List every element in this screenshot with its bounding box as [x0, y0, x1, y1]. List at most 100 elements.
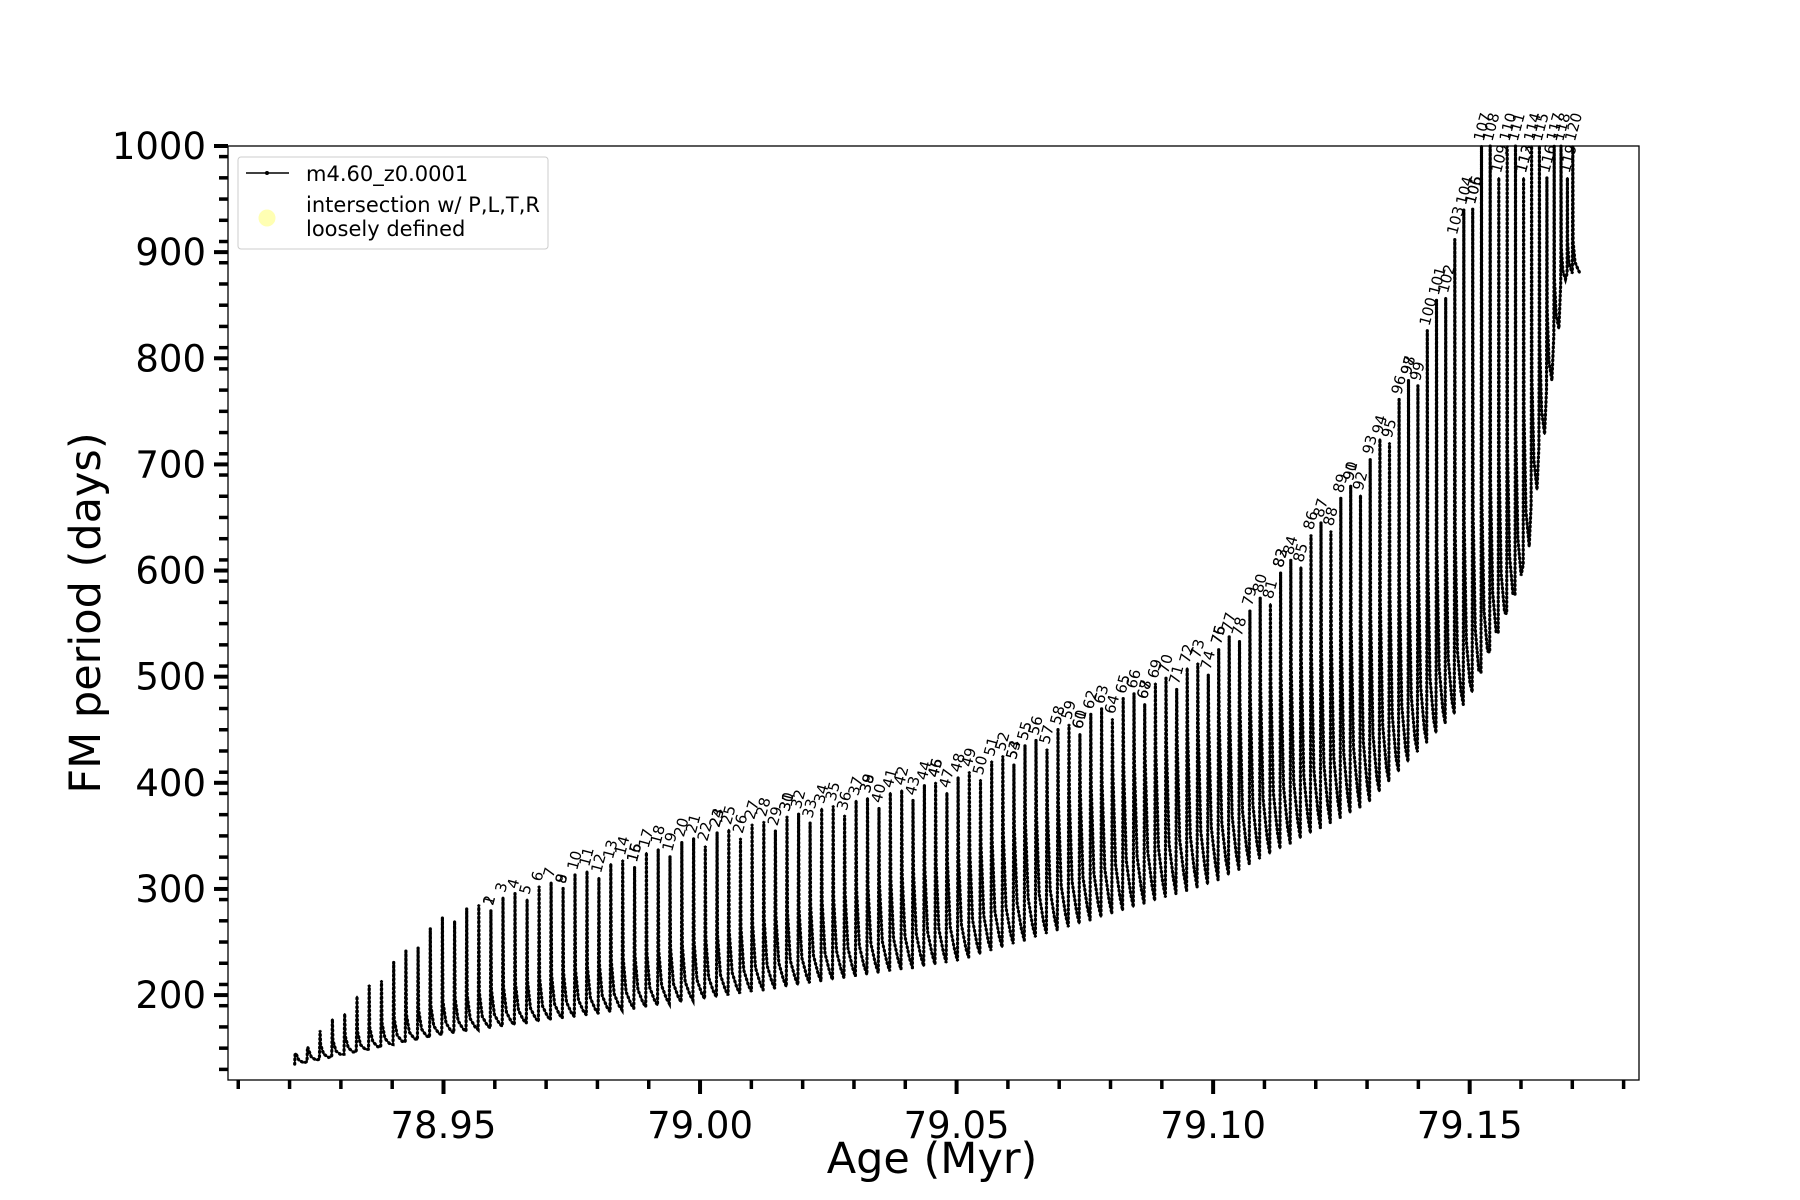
pulse-number-label: 85 — [1289, 541, 1311, 564]
pulse-number-label: 48 — [947, 751, 969, 774]
y-tick-label: 1000 — [112, 125, 206, 168]
pulse-number-label: 95 — [1378, 417, 1400, 440]
pulse-number-label: 63 — [1090, 683, 1112, 706]
pulse-number-label: 99 — [1406, 360, 1428, 383]
pulse-number-label: 57 — [1035, 723, 1057, 746]
pulse-number-label: 98 — [1397, 354, 1419, 377]
pulse-number-label: 84 — [1279, 534, 1301, 557]
legend-entry-intersection: intersection w/ P,L,T,R loosely defined — [306, 193, 540, 241]
pulse-number-label: 83 — [1269, 546, 1291, 569]
pulse-number-label: 52 — [991, 730, 1013, 753]
pulse-number-label: 37 — [845, 774, 867, 797]
pulse-number-label: 58 — [1046, 704, 1068, 727]
legend-entry-series: m4.60_z0.0001 — [306, 162, 468, 187]
pulse-number-label: 20 — [670, 816, 692, 839]
pulse-number-label: 39 — [856, 772, 878, 795]
pulse-number-label: 67 — [1133, 678, 1155, 701]
pulse-number-label: 49 — [958, 746, 980, 769]
pulse-number-label: 10 — [563, 849, 585, 872]
pulse-number-label: 59 — [1057, 698, 1079, 721]
pulse-number-label: 14 — [611, 834, 633, 857]
x-tick-label: 78.95 — [391, 1104, 497, 1147]
pulse-number-label: 81 — [1259, 578, 1281, 601]
pulse-number-label: 82 — [1269, 546, 1291, 569]
pulse-number-label: 16 — [623, 841, 645, 864]
pulse-number-label: 22 — [694, 820, 716, 843]
pulse-number-label: 92 — [1349, 469, 1371, 492]
pulse-number-label: 36 — [833, 789, 855, 812]
series-markers — [293, 145, 1582, 1066]
pulse-number-label: 79 — [1238, 585, 1260, 608]
x-tick-label: 79.10 — [1160, 1104, 1266, 1147]
y-tick-label: 300 — [135, 868, 206, 911]
pulse-number-label: 24 — [706, 806, 728, 829]
pulse-number-label: 97 — [1397, 354, 1419, 377]
y-axis: 200 300 400 500 600 700 800 900 1000 — [112, 125, 228, 1072]
plot-frame — [227, 145, 1640, 1081]
pulse-number-label: 44 — [913, 759, 935, 782]
pulse-number-label: 34 — [810, 782, 832, 805]
pulse-number-label: 19 — [658, 830, 680, 853]
pulse-number-label: 13 — [599, 838, 621, 861]
legend-marker-intersection — [258, 209, 276, 227]
pulse-number-label: 51 — [980, 735, 1002, 758]
pulse-number-label: 62 — [1079, 688, 1101, 711]
pulse-number-label: 15 — [623, 841, 645, 864]
pulse-number-label: 60 — [1068, 708, 1090, 731]
pulse-label-layer: 1234567891011121314151617181920212223242… — [479, 111, 1586, 908]
pulse-number-label: 9 — [552, 872, 572, 886]
legend-line-swatch-dot — [265, 171, 269, 175]
pulse-number-label: 25 — [717, 803, 739, 826]
pulse-number-label: 2 — [479, 893, 499, 907]
x-axis: 78.95 79.00 79.05 79.10 79.15 — [236, 1080, 1626, 1147]
legend: m4.60_z0.0001 intersection w/ P,L,T,R loo… — [237, 156, 549, 250]
pulse-number-label: 45 — [924, 756, 946, 779]
pulse-number-label: 26 — [729, 812, 751, 835]
pulse-number-label: 90 — [1339, 459, 1361, 482]
pulse-number-label: 1 — [479, 893, 499, 907]
pulse-number-label: 53 — [1002, 738, 1024, 761]
pulse-number-label: 23 — [706, 806, 728, 829]
pulse-number-label: 4 — [503, 877, 523, 891]
pulse-number-label: 46 — [924, 756, 946, 779]
pulse-number-label: 89 — [1329, 472, 1351, 495]
pulse-number-label: 43 — [901, 774, 923, 797]
pulse-number-label: 71 — [1165, 663, 1187, 686]
pulse-number-label: 68 — [1133, 678, 1155, 701]
pulse-number-label: 77 — [1218, 610, 1240, 633]
pulse-number-label: 66 — [1122, 667, 1144, 690]
y-tick-label: 700 — [135, 443, 206, 486]
pulse-number-label: 86 — [1299, 509, 1321, 532]
pulse-number-label: 40 — [867, 782, 889, 805]
pulse-number-label: 76 — [1207, 623, 1229, 646]
pulse-number-label: 3 — [491, 880, 511, 894]
pulse-number-label: 38 — [856, 772, 878, 795]
pulse-number-label: 78 — [1228, 615, 1250, 638]
y-tick-label: 800 — [135, 337, 206, 380]
pulse-number-label: 94 — [1368, 413, 1390, 436]
pulse-number-label: 47 — [935, 767, 957, 790]
x-tick-label: 79.15 — [1417, 1104, 1523, 1147]
y-tick-label: 400 — [135, 762, 206, 805]
pulse-number-label: 27 — [741, 798, 763, 821]
pulse-number-label: 28 — [752, 795, 774, 818]
pulse-number-label: 56 — [1024, 714, 1046, 737]
pulse-number-label: 69 — [1144, 657, 1166, 680]
pulse-number-label: 35 — [822, 780, 844, 803]
pulse-number-label: 55 — [1013, 719, 1035, 742]
x-tick-label: 79.05 — [904, 1104, 1010, 1147]
x-tick-label: 79.00 — [647, 1104, 753, 1147]
pulse-number-label: 7 — [540, 865, 560, 879]
pulse-number-label: 72 — [1176, 642, 1198, 665]
pulse-number-label: 87 — [1309, 496, 1331, 519]
pulse-number-label: 65 — [1112, 672, 1134, 695]
pulse-number-label: 50 — [969, 754, 991, 777]
pulse-number-label: 12 — [587, 852, 609, 875]
pulse-number-label: 80 — [1249, 572, 1271, 595]
pulse-number-label: 74 — [1197, 648, 1219, 671]
pulse-number-label: 91 — [1339, 459, 1361, 482]
pulse-number-label: 88 — [1319, 505, 1341, 528]
legend-frame — [237, 156, 549, 250]
pulse-number-label: 93 — [1359, 433, 1381, 456]
y-tick-label: 200 — [135, 974, 206, 1017]
